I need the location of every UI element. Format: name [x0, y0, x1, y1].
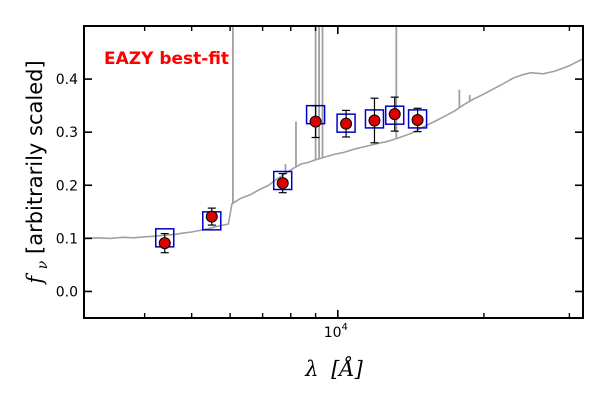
y-axis-text: [arbitrarily scaled] [23, 60, 47, 254]
observed-marker-1 [205, 210, 218, 223]
observed-marker-5 [368, 114, 381, 127]
observed-marker-0 [158, 237, 171, 250]
sed-template-line [84, 58, 583, 240]
plot-layer [84, 26, 583, 254]
y-tick-label-0: 0.0 [56, 284, 78, 300]
observed-marker-3 [309, 115, 322, 128]
x-tick-label-base-0: 10 [324, 325, 342, 341]
observed-point-7 [411, 107, 424, 133]
annotation-label: EAZY best-fit [104, 49, 229, 69]
y-tick-label-3: 0.3 [56, 125, 78, 141]
observed-point-2 [276, 172, 289, 194]
x-axis-symbol: λ [304, 357, 318, 381]
plot-area [84, 26, 583, 254]
observed-point-5 [368, 97, 381, 144]
observed-point-0 [158, 232, 171, 254]
x-tick-label-exp-0: 4 [342, 322, 348, 333]
observed-point-4 [340, 109, 353, 138]
observed-marker-7 [411, 113, 424, 126]
observed-marker-4 [340, 117, 353, 130]
y-tick-label-2: 0.2 [56, 178, 78, 194]
x-axis-label: λ [Å] [304, 356, 363, 381]
plot-frame [83, 25, 584, 319]
observed-marker-2 [276, 177, 289, 190]
observed-point-3 [309, 105, 322, 139]
observed-point-6 [388, 96, 401, 132]
x-axis-unit: [Å] [331, 356, 363, 381]
y-tick-label-4: 0.4 [56, 72, 78, 88]
observed-point-1 [205, 207, 218, 226]
y-axis-subscript: ν [35, 260, 51, 269]
frame-layer: 0.0 0.1 0.2 0.3 0.4 104 [56, 25, 584, 341]
x-tick-label-0: 104 [324, 322, 348, 341]
y-axis-label: f ν [arbitrarily scaled] [23, 60, 52, 285]
y-tick-label-1: 0.1 [56, 231, 78, 247]
observed-marker-6 [388, 108, 401, 121]
y-axis-symbol: f [23, 273, 47, 286]
